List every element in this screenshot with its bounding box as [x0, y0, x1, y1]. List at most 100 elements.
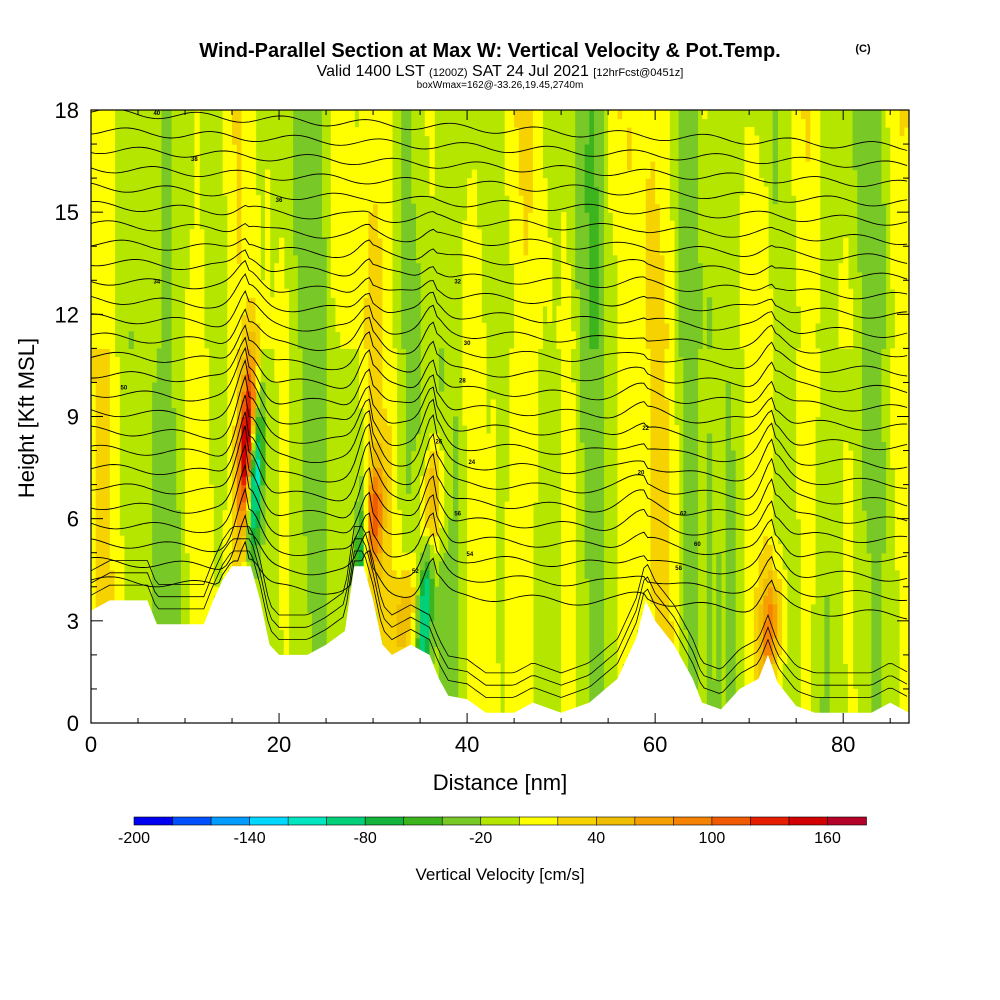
- velocity-cell: [387, 399, 393, 409]
- velocity-cell: [462, 271, 468, 281]
- velocity-cell: [589, 433, 595, 443]
- velocity-cell: [283, 646, 290, 656]
- velocity-cell: [264, 195, 271, 205]
- velocity-cell: [297, 322, 304, 332]
- velocity-cell: [594, 527, 600, 537]
- velocity-cell: [396, 527, 402, 537]
- velocity-cell: [156, 527, 163, 537]
- velocity-cell: [222, 110, 228, 120]
- velocity-cell: [429, 135, 435, 145]
- velocity-cell: [584, 305, 590, 315]
- velocity-cell: [476, 288, 482, 298]
- velocity-cell: [377, 578, 384, 588]
- velocity-cell: [363, 161, 369, 171]
- velocity-cell: [227, 322, 233, 332]
- velocity-cell: [664, 595, 670, 605]
- velocity-cell: [100, 195, 106, 205]
- velocity-cell: [650, 569, 656, 579]
- velocity-cell: [678, 305, 684, 315]
- velocity-cell: [645, 178, 652, 188]
- velocity-cell: [532, 271, 539, 281]
- velocity-cell: [420, 603, 426, 613]
- velocity-cell: [91, 314, 97, 324]
- velocity-cell: [246, 288, 252, 298]
- velocity-cell: [232, 280, 238, 290]
- velocity-cell: [692, 442, 699, 452]
- velocity-cell: [659, 561, 666, 571]
- velocity-cell: [594, 535, 600, 545]
- velocity-cell: [429, 654, 435, 664]
- velocity-cell: [302, 510, 308, 520]
- velocity-cell: [579, 135, 586, 145]
- velocity-cell: [518, 254, 525, 264]
- velocity-cell: [561, 510, 567, 520]
- velocity-cell: [631, 493, 637, 503]
- velocity-cell: [617, 646, 623, 656]
- velocity-cell: [622, 552, 628, 562]
- velocity-cell: [641, 535, 647, 545]
- velocity-cell: [669, 288, 675, 298]
- velocity-cell: [626, 118, 633, 128]
- velocity-cell: [297, 135, 304, 145]
- velocity-cell: [434, 535, 440, 545]
- velocity-cell: [650, 144, 656, 154]
- velocity-cell: [377, 110, 384, 120]
- velocity-cell: [95, 280, 101, 290]
- velocity-cell: [250, 161, 257, 171]
- velocity-cell: [377, 280, 384, 290]
- velocity-cell: [589, 399, 595, 409]
- velocity-cell: [622, 305, 628, 315]
- velocity-cell: [467, 229, 473, 239]
- velocity-cell: [250, 433, 257, 443]
- velocity-cell: [105, 195, 111, 205]
- velocity-cell: [236, 348, 243, 358]
- velocity-cell: [664, 288, 670, 298]
- velocity-cell: [641, 331, 647, 341]
- velocity-cell: [410, 595, 416, 605]
- velocity-cell: [307, 561, 313, 571]
- velocity-cell: [250, 169, 257, 179]
- velocity-cell: [166, 280, 172, 290]
- velocity-cell: [467, 390, 473, 401]
- velocity-cell: [194, 339, 200, 349]
- velocity-cell: [509, 144, 515, 154]
- velocity-cell: [185, 501, 191, 511]
- velocity-cell: [528, 322, 534, 332]
- velocity-cell: [373, 263, 379, 273]
- velocity-cell: [95, 493, 101, 503]
- velocity-cell: [91, 339, 97, 349]
- velocity-cell: [373, 510, 379, 520]
- velocity-cell: [236, 535, 243, 545]
- velocity-cell: [382, 603, 388, 613]
- velocity-cell: [481, 407, 487, 418]
- velocity-cell: [518, 305, 525, 315]
- velocity-cell: [471, 263, 478, 273]
- velocity-cell: [410, 331, 416, 341]
- velocity-cell: [363, 535, 369, 545]
- velocity-cell: [175, 561, 181, 571]
- velocity-cell: [405, 373, 412, 384]
- velocity-cell: [594, 161, 600, 171]
- velocity-cell: [387, 425, 393, 435]
- velocity-cell: [532, 220, 539, 230]
- velocity-cell: [424, 578, 431, 588]
- velocity-cell: [194, 586, 200, 596]
- velocity-cell: [410, 263, 416, 273]
- velocity-cell: [358, 314, 365, 324]
- velocity-cell: [626, 586, 633, 596]
- velocity-cell: [570, 697, 576, 707]
- velocity-cell: [626, 629, 633, 639]
- velocity-cell: [476, 297, 482, 307]
- velocity-cell: [575, 229, 581, 239]
- velocity-cell: [260, 339, 266, 349]
- velocity-cell: [246, 493, 252, 503]
- velocity-cell: [636, 407, 642, 418]
- velocity-cell: [377, 416, 384, 426]
- velocity-cell: [476, 271, 482, 281]
- velocity-cell: [382, 373, 388, 384]
- velocity-cell: [354, 280, 360, 290]
- velocity-cell: [462, 390, 468, 401]
- velocity-cell: [161, 254, 167, 264]
- velocity-cell: [311, 407, 318, 418]
- velocity-cell: [584, 254, 590, 264]
